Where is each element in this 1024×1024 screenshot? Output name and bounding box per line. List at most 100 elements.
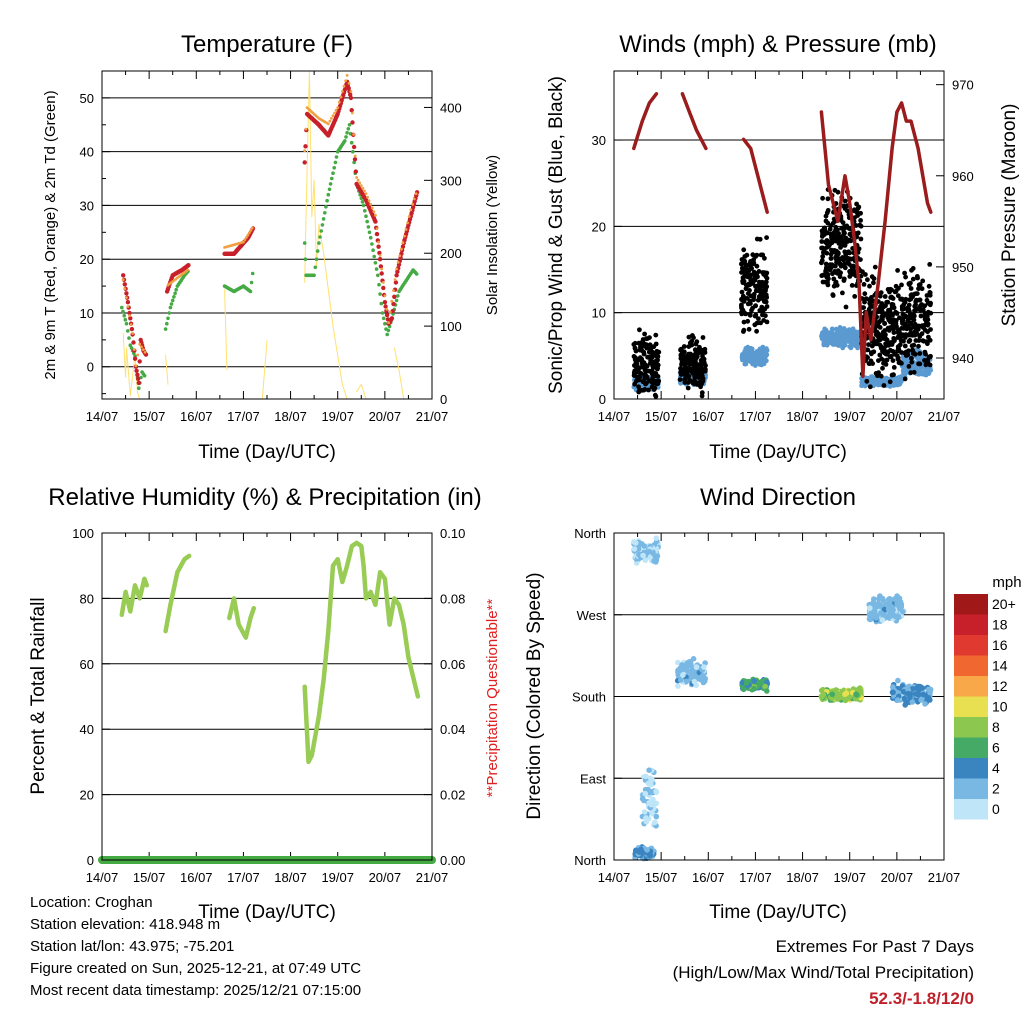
dewpoint-series-point (123, 317, 128, 322)
y-tick-label: 10 (592, 306, 606, 321)
gust-point (643, 342, 649, 347)
gust-point (871, 349, 877, 355)
temp-2m-series-point (382, 300, 388, 305)
temp-9m-series-point (245, 236, 248, 239)
direction-point (764, 679, 770, 685)
temp-9m-series-point (403, 234, 406, 238)
direction-point (920, 691, 927, 698)
direction-point (842, 691, 848, 698)
gust-point (899, 360, 904, 366)
dewpoint-series-point (317, 241, 321, 245)
gust-point (823, 213, 829, 219)
temp-9m-series-point (347, 82, 351, 85)
gust-point (652, 373, 658, 379)
gust-point (925, 309, 931, 315)
gust-point (636, 384, 641, 390)
gust-point (754, 320, 760, 326)
temp-9m-series-point (369, 203, 373, 206)
temp-9m-series-point (243, 238, 247, 242)
gust-point (852, 208, 857, 214)
dewpoint-series-point (166, 316, 170, 321)
gust-point (825, 230, 830, 236)
wind-speed-point (747, 359, 753, 364)
dewpoint-series-point (396, 294, 400, 298)
gust-point (653, 332, 659, 338)
gust-point (682, 380, 688, 385)
gust-point (739, 257, 745, 262)
dewpoint-series-point (318, 235, 322, 239)
direction-point (913, 691, 919, 697)
station-elevation: Station elevation: 418.948 m (30, 916, 221, 933)
dewpoint-series-point (364, 214, 368, 218)
gust-point (694, 368, 700, 374)
gust-point (888, 340, 894, 345)
temp-2m-series-point (377, 257, 383, 262)
legend-label: 8 (992, 719, 1000, 735)
dewpoint-series-point (319, 229, 324, 233)
gust-point (693, 380, 699, 386)
gust-point (858, 257, 863, 262)
wind-speed-point (760, 344, 766, 350)
gust-point (751, 260, 757, 266)
dewpoint-series-point (376, 273, 380, 278)
dewpoint-series-point (129, 346, 134, 350)
gust-point (847, 231, 853, 237)
temp-9m-series-point (333, 111, 336, 115)
gust-point (891, 365, 897, 370)
temp-2m-series-point (122, 282, 128, 287)
direction-point (892, 613, 899, 620)
temp-9m-series-point (385, 307, 389, 311)
temp-9m-series-point (345, 74, 349, 77)
winds-panel: Winds (mph) & Pressure (mb) Sonic/Prop W… (546, 31, 1020, 463)
gust-point (823, 268, 828, 274)
gust-point (753, 312, 759, 318)
gust-point (891, 330, 897, 335)
extremes-subtitle: (High/Low/Max Wind/Total Precipitation) (672, 963, 974, 982)
gust-point (917, 351, 923, 356)
dewpoint-series-point (127, 336, 131, 340)
gust-point (763, 279, 769, 285)
temp-9m-series-point (337, 100, 341, 104)
extremes-values: 52.3/-1.8/12/0 (869, 989, 974, 1008)
temp-9m-series-point (361, 186, 365, 190)
temperature-panel: Temperature (F) 2m & 9m T (Red, Orange) … (42, 31, 501, 463)
dewpoint-series-point (374, 267, 379, 271)
direction-point (693, 664, 700, 670)
dewpoint-series-point (314, 257, 319, 262)
gust-point (889, 372, 895, 378)
dewpoint-series-point (373, 261, 378, 265)
gust-point (686, 334, 692, 340)
wind-speed-point (853, 329, 859, 335)
y-tick-label-right: 960 (952, 169, 974, 184)
wind-speed-point (923, 366, 929, 371)
solar-insolation-line (122, 332, 141, 400)
y-tick-label-right: 970 (952, 78, 974, 93)
direction-point (640, 552, 646, 559)
gust-point (653, 381, 659, 386)
x-tick-label: 17/07 (739, 870, 772, 885)
y-tick-label-right: 0.06 (440, 657, 465, 672)
gust-point (866, 342, 871, 347)
dewpoint-series-point (170, 298, 175, 303)
legend-label: 6 (992, 740, 1000, 756)
wind-speed-point (762, 354, 768, 360)
x-tick-label: 15/07 (645, 870, 678, 885)
gust-point (901, 306, 907, 312)
gust-point (879, 335, 885, 340)
plot-border (101, 70, 433, 400)
temp-9m-series-point (406, 221, 409, 225)
station-location: Location: Croghan (30, 894, 153, 911)
y-tick-label: 0 (87, 360, 94, 375)
temp-2m-series-point (351, 144, 357, 150)
gust-point (923, 351, 928, 357)
y-tick-label: 50 (80, 91, 94, 106)
wind-speed-point (829, 326, 835, 332)
dewpoint-series (222, 271, 255, 294)
dewpoint-series-point (344, 135, 348, 139)
dewpoint-series-point (313, 265, 318, 270)
gust-point (699, 373, 705, 379)
wind-speed-point (838, 338, 844, 344)
gust-point (907, 309, 912, 314)
legend-label: 10 (992, 699, 1008, 715)
